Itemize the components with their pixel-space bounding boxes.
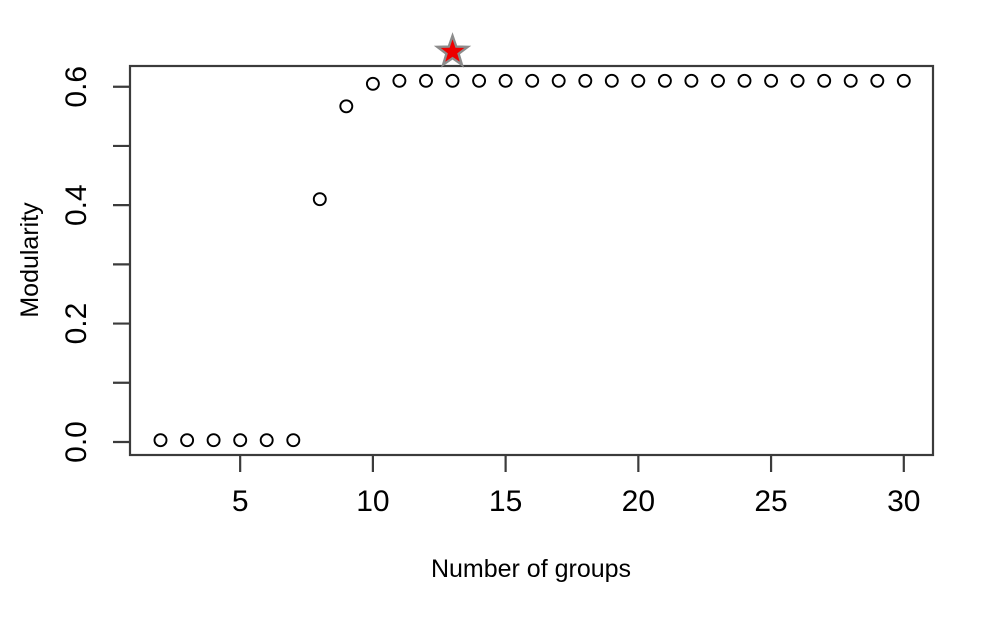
data-point bbox=[153, 433, 168, 448]
y-tick-label: 0.2 bbox=[60, 303, 93, 345]
data-point bbox=[817, 73, 832, 88]
data-point bbox=[764, 73, 779, 88]
data-point bbox=[525, 73, 540, 88]
data-point bbox=[339, 99, 354, 114]
data-point bbox=[365, 76, 380, 91]
data-point bbox=[631, 73, 646, 88]
y-axis: 0.0 0.2 0.4 0.6 bbox=[60, 66, 130, 463]
data-point bbox=[578, 73, 593, 88]
data-point bbox=[312, 192, 327, 207]
data-point bbox=[419, 73, 433, 88]
data-point bbox=[896, 73, 911, 88]
data-point bbox=[286, 433, 301, 448]
y-axis-label: Modularity bbox=[16, 202, 44, 318]
y-tick-label: 0.0 bbox=[60, 421, 93, 463]
x-tick-label: 25 bbox=[754, 485, 787, 518]
data-point bbox=[843, 73, 858, 88]
data-point bbox=[180, 433, 195, 448]
data-point bbox=[657, 73, 672, 88]
data-point bbox=[870, 73, 885, 88]
optimal-star-icon bbox=[433, 32, 472, 68]
data-point bbox=[498, 73, 513, 88]
x-axis-label: Number of groups bbox=[431, 555, 631, 583]
data-point bbox=[711, 73, 725, 88]
data-point bbox=[445, 73, 460, 88]
data-point bbox=[259, 433, 274, 448]
data-point bbox=[392, 73, 407, 88]
x-tick-label: 5 bbox=[232, 485, 249, 518]
y-tick-label: 0.4 bbox=[60, 184, 93, 226]
x-tick-label: 20 bbox=[622, 485, 655, 518]
data-point bbox=[604, 73, 619, 88]
data-points bbox=[153, 73, 911, 448]
data-point bbox=[472, 73, 487, 88]
data-point bbox=[233, 433, 248, 448]
x-tick-label: 15 bbox=[489, 485, 522, 518]
data-point bbox=[684, 73, 699, 88]
x-tick-label: 30 bbox=[887, 485, 920, 518]
y-tick-label: 0.6 bbox=[60, 66, 93, 108]
data-point bbox=[551, 73, 566, 88]
x-tick-label: 10 bbox=[356, 485, 389, 518]
data-point bbox=[737, 73, 752, 88]
data-point bbox=[206, 433, 221, 448]
plot-area-border bbox=[128, 64, 935, 457]
x-axis: 5 10 15 20 25 30 bbox=[232, 455, 920, 518]
optimal-star-annotation bbox=[433, 32, 472, 68]
data-point bbox=[790, 73, 805, 88]
